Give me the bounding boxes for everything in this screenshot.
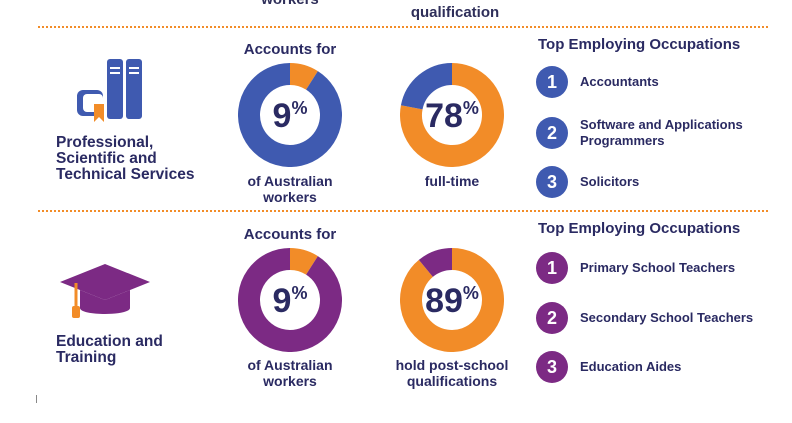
occupation-item: 3 Solicitors (536, 166, 770, 198)
occupation-item: 2 Secondary School Teachers (536, 302, 780, 334)
occupation-label: Education Aides (580, 359, 682, 374)
occupation-item: 3 Education Aides (536, 351, 780, 383)
separator-middle (38, 210, 768, 212)
donut-slice-0 (400, 63, 504, 167)
top-cutoff-right: qualification (410, 4, 500, 21)
donut-chart: 89% (400, 248, 504, 352)
occupations-title: Top Employing Occupations (538, 220, 741, 237)
donut-chart: 9% (238, 248, 342, 352)
occupations-title: Top Employing Occupations (538, 36, 741, 53)
top-cutoff-left: workers (240, 0, 340, 8)
rank-badge: 3 (536, 351, 568, 383)
sector-name: Professional, Scientific and Technical S… (56, 134, 195, 183)
donut-chart: 78% (400, 63, 504, 167)
donut-slice-1 (400, 63, 453, 111)
rank-badge: 1 (536, 252, 568, 284)
books-icon (74, 56, 154, 127)
donut-value-label: 78% (425, 97, 479, 135)
donut-slice-0 (289, 63, 318, 90)
separator-top (38, 26, 768, 28)
chart-title: Accounts for (243, 41, 337, 58)
donut-slice-0 (289, 248, 318, 275)
occupation-label: Primary School Teachers (580, 260, 736, 275)
donut-slice-1 (238, 248, 342, 352)
donut-value-label: 9% (273, 97, 308, 135)
occupation-item: 1 Primary School Teachers (536, 252, 780, 284)
donut-slice-0 (400, 248, 504, 352)
rank-badge: 2 (536, 302, 568, 334)
occupation-label: Software and Applications Programmers (580, 117, 743, 148)
chart-title: Accounts for (243, 226, 337, 243)
sector-name: Education and Training (56, 333, 163, 366)
chart-caption: full-time (424, 173, 480, 189)
donut-value-label: 9% (273, 282, 308, 320)
donut-chart: 9% (238, 63, 342, 167)
chart-caption: of Australian workers (247, 357, 333, 389)
rank-badge: 1 (536, 66, 568, 98)
graduation-cap-icon (58, 262, 152, 329)
occupation-item: 1 Accountants (536, 66, 770, 98)
rank-badge: 2 (536, 117, 568, 149)
occupation-item: 2 Software and Applications Programmers (536, 117, 770, 149)
occupation-label: Accountants (580, 74, 659, 89)
donut-slice-1 (418, 248, 453, 278)
donut-value-label: 89% (425, 282, 479, 320)
occupation-label: Secondary School Teachers (580, 310, 754, 325)
chart-caption: hold post-school qualifications (395, 357, 509, 389)
donut-slice-1 (238, 63, 342, 167)
chart-caption: of Australian workers (247, 173, 333, 205)
occupation-label: Solicitors (580, 174, 640, 189)
edge-mark (36, 395, 37, 403)
rank-badge: 3 (536, 166, 568, 198)
